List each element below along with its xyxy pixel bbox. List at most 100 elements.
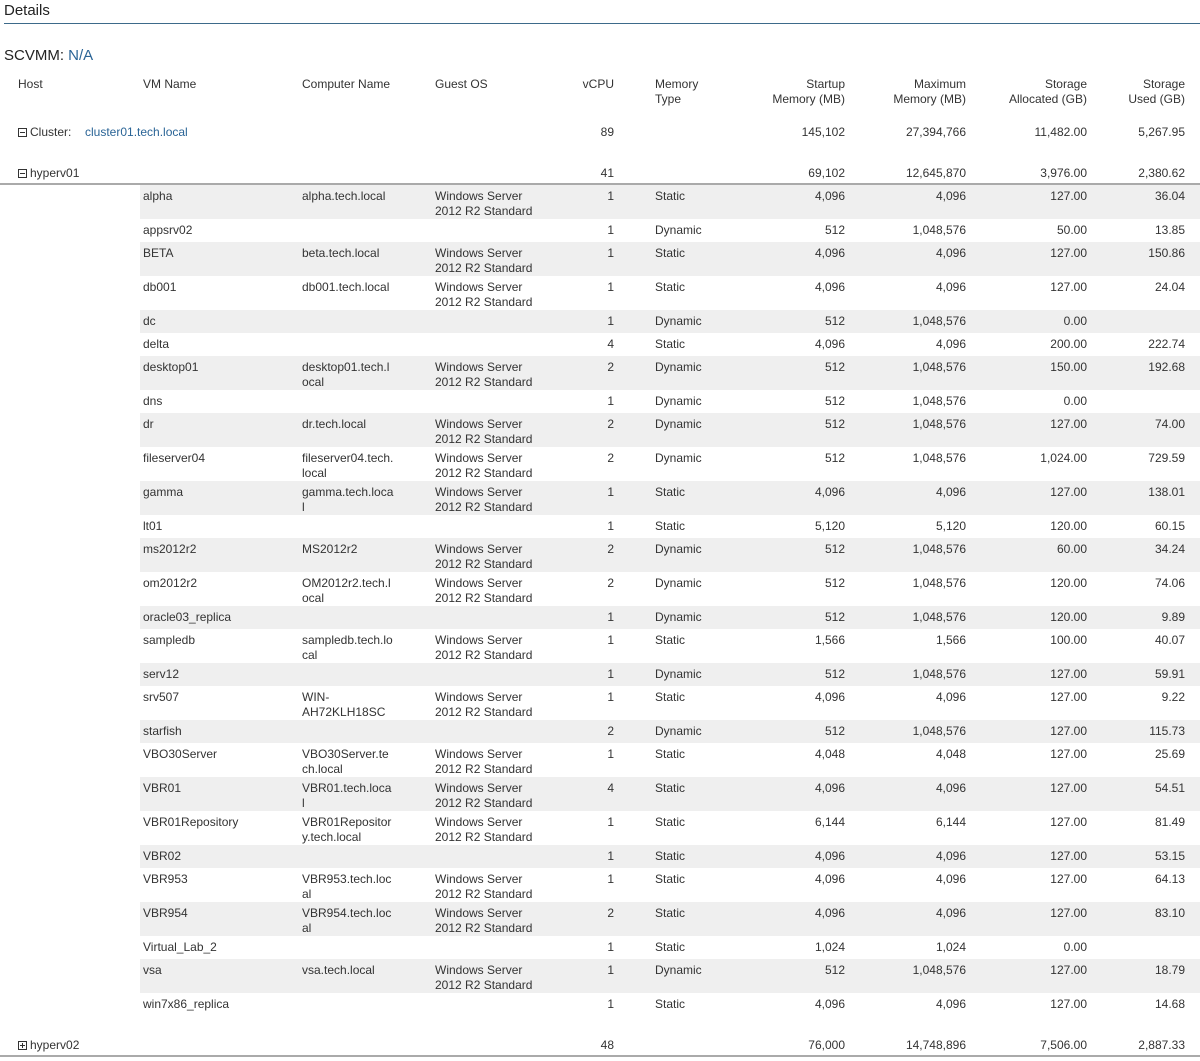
header-storage-used[interactable]: Storage Used (GB) xyxy=(1128,77,1185,107)
vm-name: starfish xyxy=(143,724,182,738)
storage-used: 115.73 xyxy=(1149,724,1185,738)
computer-name: VBO30Server.tech.local xyxy=(302,747,389,776)
cluster-link[interactable]: cluster01.tech.local xyxy=(85,125,188,139)
table-row[interactable]: srv507 WIN-AH72KLH18SC Windows Server 2012… xyxy=(140,686,1200,720)
vcpu: 2 xyxy=(607,360,614,374)
host-name-cell: hyperv02 xyxy=(18,1038,79,1053)
computer-name: dr.tech.local xyxy=(302,417,367,431)
table-row[interactable]: desktop01 desktop01.tech.local Windows Ser… xyxy=(140,356,1200,390)
maximum-memory: 4,096 xyxy=(935,906,966,920)
expand-icon[interactable] xyxy=(18,1041,27,1050)
host-divider xyxy=(0,1055,1200,1057)
memory-type: Dynamic xyxy=(655,451,702,465)
storage-allocated: 127.00 xyxy=(1050,872,1087,886)
cluster-maximum-memory: 27,394,766 xyxy=(905,125,966,139)
header-computer-name[interactable]: Computer Name xyxy=(302,77,391,91)
vm-name: VBR02 xyxy=(143,849,182,863)
vcpu: 1 xyxy=(607,963,614,977)
title-divider xyxy=(4,23,1200,24)
guest-os: Windows Server 2012 R2 Standard xyxy=(435,280,533,309)
host-name[interactable]: hyperv02 xyxy=(30,1038,80,1052)
table-row[interactable]: sampledb sampledb.tech.local Windows Serve… xyxy=(140,629,1200,663)
storage-allocated: 127.00 xyxy=(1050,963,1087,977)
startup-memory: 512 xyxy=(824,451,845,465)
startup-memory: 4,096 xyxy=(814,781,845,795)
storage-used: 14.68 xyxy=(1154,997,1185,1011)
storage-allocated: 127.00 xyxy=(1050,724,1087,738)
table-row[interactable]: BETA beta.tech.local Windows Server 2012 R… xyxy=(140,242,1200,276)
header-host[interactable]: Host xyxy=(18,77,43,91)
table-row[interactable]: oracle03_replica 1 Dynamic 512 1,048,576 120.… xyxy=(140,606,1200,629)
table-row[interactable]: om2012r2 OM2012r2.tech.local Windows Serve… xyxy=(140,572,1200,606)
host-startup-memory: 76,000 xyxy=(808,1038,845,1052)
table-row[interactable]: fileserver04 fileserver04.tech.local Windo… xyxy=(140,447,1200,481)
table-row[interactable]: starfish 2 Dynamic 512 1,048,576 127.00 115.73 xyxy=(140,720,1200,743)
memory-type: Dynamic xyxy=(655,360,702,374)
table-row[interactable]: ms2012r2 MS2012r2 Windows Server 2012 R2 S… xyxy=(140,538,1200,572)
storage-allocated: 100.00 xyxy=(1050,633,1087,647)
header-maximum-memory[interactable]: Maximum Memory (MB) xyxy=(893,77,966,107)
table-row[interactable]: serv12 1 Dynamic 512 1,048,576 127.00 59.91 xyxy=(140,663,1200,686)
vm-name: VBR954 xyxy=(143,906,188,920)
table-row[interactable]: alpha alpha.tech.local Windows Server 2012… xyxy=(140,185,1200,219)
table-row[interactable]: dns 1 Dynamic 512 1,048,576 0.00 xyxy=(140,390,1200,413)
table-row[interactable]: Virtual_Lab_2 1 Static 1,024 1,024 0.00 xyxy=(140,936,1200,959)
guest-os: Windows Server 2012 R2 Standard xyxy=(435,417,533,446)
maximum-memory: 4,048 xyxy=(935,747,966,761)
table-row[interactable]: win7x86_replica 1 Static 4,096 4,096 127.00 14… xyxy=(140,993,1200,1016)
header-memory-type[interactable]: Memory Type xyxy=(655,77,698,107)
maximum-memory: 5,120 xyxy=(935,519,966,533)
maximum-memory: 1,048,576 xyxy=(912,360,966,374)
header-line: Startup xyxy=(806,77,845,91)
header-vcpu[interactable]: vCPU xyxy=(582,77,614,91)
table-row[interactable]: dr dr.tech.local Windows Server 2012 R2 St… xyxy=(140,413,1200,447)
storage-used: 54.51 xyxy=(1154,781,1185,795)
table-row[interactable]: VBR954 VBR954.tech.local Windows Server 20… xyxy=(140,902,1200,936)
header-line: Memory xyxy=(655,77,699,91)
collapse-icon[interactable] xyxy=(18,169,27,178)
vcpu: 2 xyxy=(607,417,614,431)
vm-name: ms2012r2 xyxy=(143,542,197,556)
maximum-memory: 4,096 xyxy=(935,690,966,704)
guest-os: Windows Server 2012 R2 Standard xyxy=(435,747,533,776)
computer-name: VBR953.tech.local xyxy=(302,872,392,901)
startup-memory: 4,096 xyxy=(814,280,845,294)
header-line: Memory (MB) xyxy=(772,92,845,106)
maximum-memory: 1,048,576 xyxy=(912,314,966,328)
maximum-memory: 1,048,576 xyxy=(912,667,966,681)
table-row[interactable]: gamma gamma.tech.local Windows Server 2012… xyxy=(140,481,1200,515)
maximum-memory: 1,048,576 xyxy=(912,576,966,590)
maximum-memory: 4,096 xyxy=(935,872,966,886)
table-row[interactable]: VBR01Repository VBR01Repository.tech.loca… xyxy=(140,811,1200,845)
vcpu: 1 xyxy=(607,519,614,533)
header-vm-name[interactable]: VM Name xyxy=(143,77,197,91)
collapse-icon[interactable] xyxy=(18,128,27,137)
table-row[interactable]: VBR02 1 Static 4,096 4,096 127.00 53.15 xyxy=(140,845,1200,868)
startup-memory: 4,048 xyxy=(814,747,845,761)
header-guest-os[interactable]: Guest OS xyxy=(435,77,488,91)
table-row[interactable]: lt01 1 Static 5,120 5,120 120.00 60.15 xyxy=(140,515,1200,538)
table-row[interactable]: dc 1 Dynamic 512 1,048,576 0.00 xyxy=(140,310,1200,333)
table-row[interactable]: VBR953 VBR953.tech.local Windows Server 20… xyxy=(140,868,1200,902)
host-name[interactable]: hyperv01 xyxy=(30,166,80,180)
table-row[interactable]: delta 4 Static 4,096 4,096 200.00 222.74 xyxy=(140,333,1200,356)
memory-type: Static xyxy=(655,906,686,920)
host-storage-used: 2,380.62 xyxy=(1138,166,1185,180)
table-row[interactable]: VBR01 VBR01.tech.local Windows Server 2012… xyxy=(140,777,1200,811)
table-row[interactable]: appsrv02 1 Dynamic 512 1,048,576 50.00 13.85 xyxy=(140,219,1200,242)
maximum-memory: 4,096 xyxy=(935,849,966,863)
table-row[interactable]: VBO30Server VBO30Server.tech.local Windows… xyxy=(140,743,1200,777)
header-storage-allocated[interactable]: Storage Allocated (GB) xyxy=(1009,77,1087,107)
vm-name: srv507 xyxy=(143,690,180,704)
vcpu: 1 xyxy=(607,314,614,328)
memory-type: Dynamic xyxy=(655,223,702,237)
computer-name: beta.tech.local xyxy=(302,246,380,260)
vm-name: VBR953 xyxy=(143,872,188,886)
cluster-row: Cluster: cluster01.tech.local 89 145,102… xyxy=(0,121,1200,144)
guest-os: Windows Server 2012 R2 Standard xyxy=(435,360,533,389)
memory-type: Dynamic xyxy=(655,724,702,738)
storage-used: 40.07 xyxy=(1154,633,1185,647)
table-row[interactable]: vsa vsa.tech.local Windows Server 2012 R2 … xyxy=(140,959,1200,993)
header-startup-memory[interactable]: Startup Memory (MB) xyxy=(772,77,845,107)
table-row[interactable]: db001 db001.tech.local Windows Server 2012… xyxy=(140,276,1200,310)
